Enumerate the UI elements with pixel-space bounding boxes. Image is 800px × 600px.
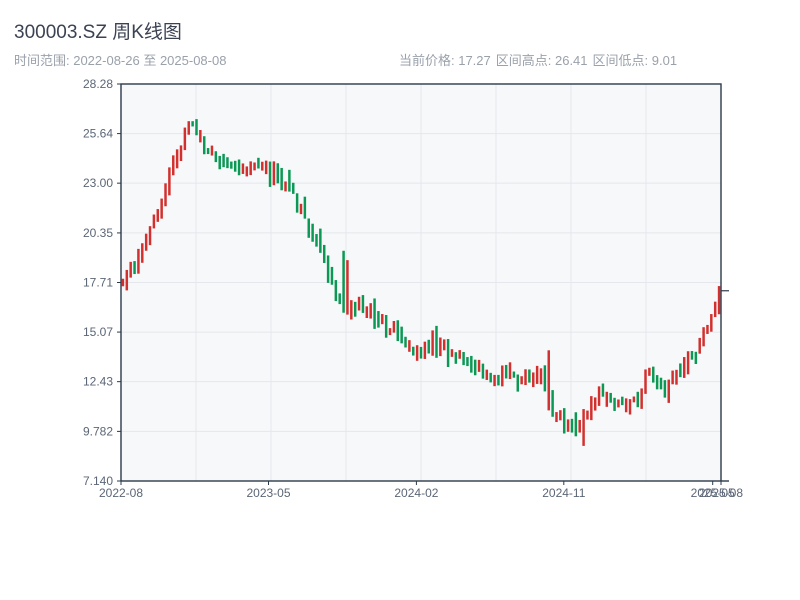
svg-text:20.35: 20.35	[83, 226, 113, 240]
svg-text:2024-02: 2024-02	[394, 486, 438, 500]
svg-text:2025-08: 2025-08	[699, 486, 743, 500]
svg-text:2022-08: 2022-08	[99, 486, 143, 500]
svg-text:23.00: 23.00	[83, 176, 113, 190]
svg-text:2023-05: 2023-05	[246, 486, 290, 500]
svg-text:2024-11: 2024-11	[542, 486, 585, 500]
svg-text:17.71: 17.71	[83, 276, 113, 290]
svg-text:12.43: 12.43	[83, 375, 113, 389]
svg-text:28.28: 28.28	[83, 77, 113, 91]
svg-text:9.782: 9.782	[83, 424, 113, 438]
svg-text:25.64: 25.64	[83, 127, 113, 141]
svg-text:15.07: 15.07	[83, 325, 113, 339]
